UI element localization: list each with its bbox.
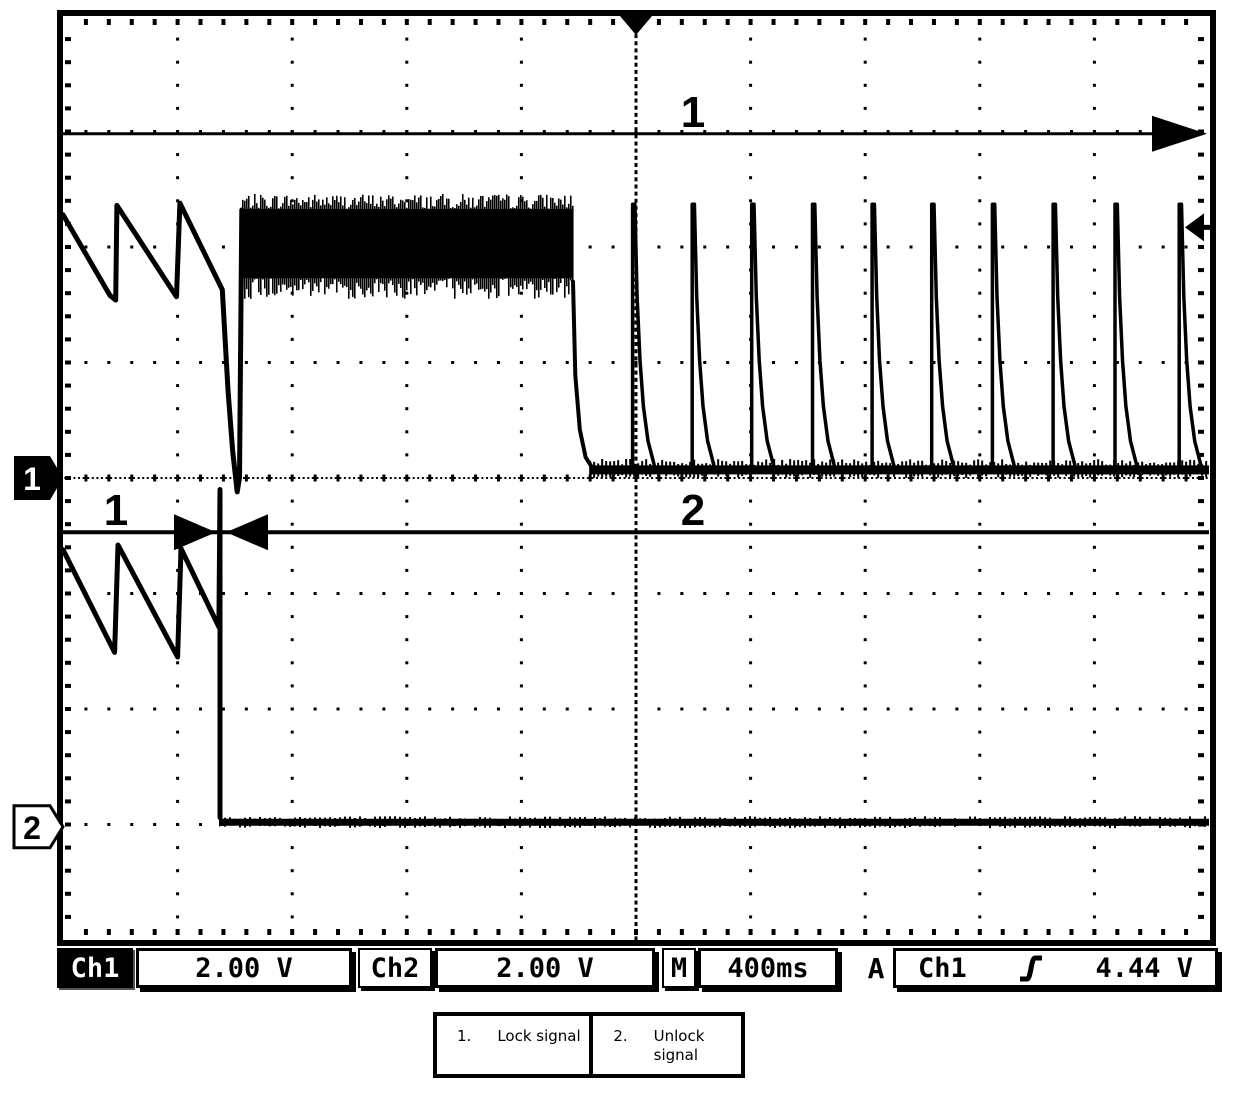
trigger-a-label: A: [867, 952, 885, 985]
rising-edge-icon: [1020, 955, 1043, 982]
top-arrow-label: 1: [681, 88, 705, 137]
ch2-scale-box: 2.00 V: [435, 948, 655, 988]
legend-item-unlock: 2. Unlock signal: [589, 1016, 745, 1074]
ch1-badge: Ch1: [57, 948, 133, 988]
trigger-box: Ch1 4.44 V: [893, 948, 1218, 988]
legend-label-2: Unlock signal: [653, 1027, 705, 1064]
legend-num-2: 2.: [613, 1027, 628, 1045]
ch2-badge: Ch2: [358, 948, 432, 988]
ch1-ground-marker-label: 1: [23, 461, 41, 497]
span-left-label: 1: [104, 486, 128, 535]
legend-num-1: 1.: [457, 1027, 472, 1045]
span-right-label: 2: [681, 486, 705, 535]
trigger-source: Ch1: [918, 952, 967, 984]
legend-table: 1. Lock signal 2. Unlock signal: [433, 1012, 745, 1078]
legend-item-lock: 1. Lock signal: [437, 1016, 589, 1074]
ch2-ground-marker-label: 2: [23, 810, 41, 846]
timebase-badge: M: [662, 948, 696, 988]
trigger-level: 4.44 V: [1095, 952, 1193, 984]
measurement-arrows: [12, 16, 1210, 850]
legend-label-1: Lock signal: [497, 1027, 581, 1045]
waveform-traces: [60, 193, 1209, 829]
timebase-box: 400ms: [698, 948, 838, 988]
ch1-scale-box: 2.00 V: [136, 948, 352, 988]
